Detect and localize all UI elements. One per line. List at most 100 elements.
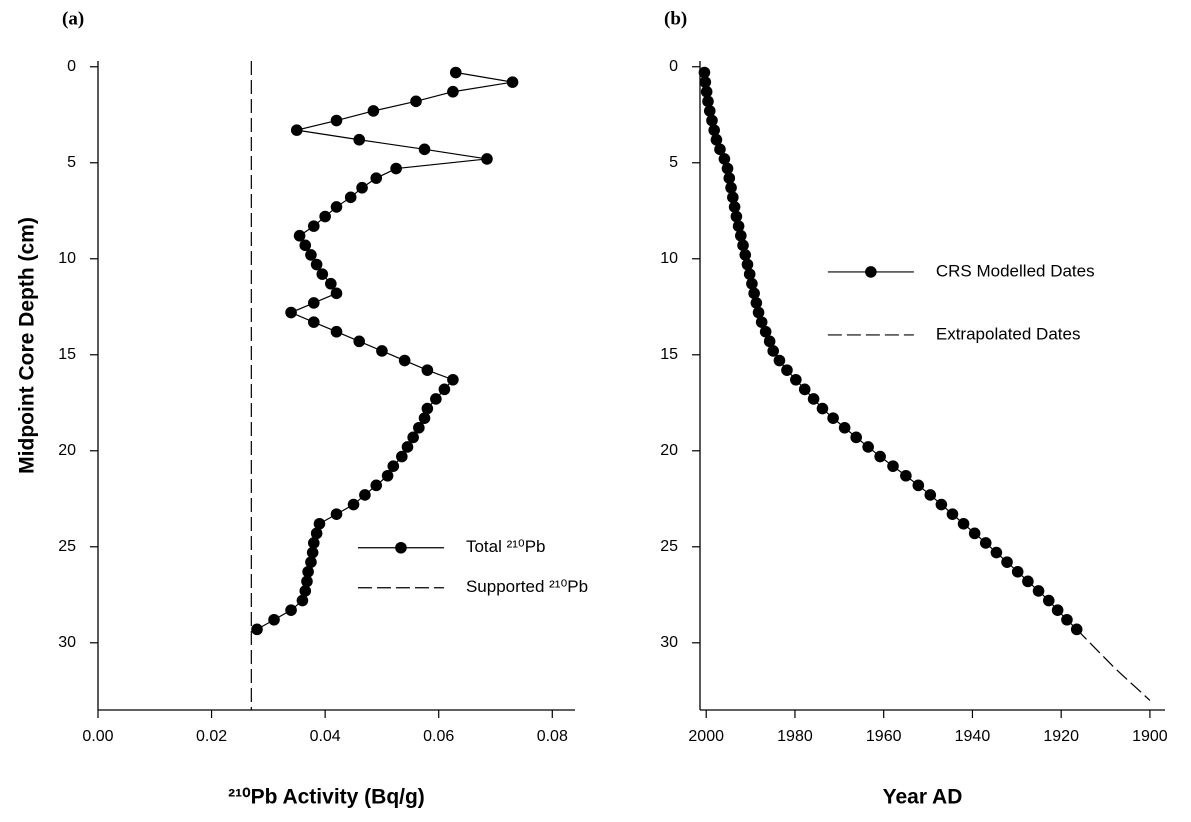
marker <box>447 85 459 98</box>
marker <box>413 421 425 434</box>
marker <box>447 373 459 386</box>
marker <box>438 383 451 396</box>
marker <box>957 517 970 530</box>
legend-label: CRS Modelled Dates <box>936 261 1095 280</box>
marker <box>285 604 297 616</box>
marker <box>721 162 734 175</box>
x-tick-label: 0.02 <box>196 728 227 745</box>
marker <box>319 210 331 223</box>
y-tick-label: 10 <box>660 250 678 267</box>
y-tick-label: 0 <box>67 58 76 75</box>
y-tick-label: 25 <box>58 538 76 555</box>
marker <box>285 306 297 319</box>
x-tick-label: 0.08 <box>537 728 568 745</box>
marker <box>743 268 756 280</box>
marker <box>398 354 411 367</box>
legend-label: Supported ²¹⁰Pb <box>466 577 588 596</box>
marker <box>268 613 280 626</box>
marker <box>1051 604 1064 616</box>
marker <box>1022 575 1034 588</box>
series-line <box>703 72 1078 630</box>
marker <box>1001 556 1013 568</box>
marker <box>506 76 519 88</box>
marker <box>421 364 434 376</box>
y-tick-label: 20 <box>660 442 678 459</box>
marker <box>344 191 357 204</box>
marker <box>728 201 741 213</box>
marker <box>418 143 431 156</box>
legend-marker <box>395 541 407 554</box>
x-tick-label: 1940 <box>955 728 991 745</box>
y-tick-label: 15 <box>660 346 678 363</box>
marker <box>296 594 309 607</box>
marker <box>302 565 314 578</box>
marker <box>710 133 723 146</box>
marker <box>741 258 754 271</box>
y-tick-label: 15 <box>58 346 76 363</box>
marker <box>850 431 862 444</box>
legend-label: Total ²¹⁰Pb <box>466 537 546 556</box>
marker <box>390 162 402 175</box>
marker <box>353 335 366 348</box>
x-tick-label: 2000 <box>688 728 724 745</box>
marker <box>732 220 745 232</box>
marker <box>316 268 329 280</box>
marker <box>347 498 360 511</box>
marker <box>990 546 1003 559</box>
x-tick-label: 1960 <box>866 728 902 745</box>
series-line <box>1076 628 1151 701</box>
x-tick-label: 0.00 <box>82 728 113 745</box>
marker <box>367 105 380 117</box>
marker <box>755 316 768 328</box>
marker <box>735 229 747 242</box>
marker <box>703 105 716 117</box>
marker <box>293 229 306 242</box>
y-tick-label: 5 <box>669 154 678 171</box>
marker <box>862 441 874 453</box>
marker <box>912 479 925 492</box>
marker <box>376 345 388 357</box>
marker <box>752 306 765 319</box>
marker <box>301 575 313 588</box>
marker <box>330 114 343 127</box>
marker <box>781 364 793 376</box>
marker <box>449 66 462 79</box>
x-axis-label: ²¹⁰Pb Activity (Bq/g) <box>228 786 425 809</box>
marker <box>307 316 320 328</box>
marker <box>330 201 343 213</box>
marker <box>807 393 820 405</box>
marker <box>410 95 422 108</box>
marker <box>702 95 714 108</box>
marker <box>1032 585 1045 597</box>
marker <box>750 297 763 309</box>
marker <box>430 393 442 405</box>
marker <box>816 402 829 415</box>
marker <box>798 383 811 396</box>
marker <box>307 220 320 232</box>
marker <box>310 527 323 540</box>
marker <box>838 421 851 434</box>
y-tick-label: 10 <box>58 250 76 267</box>
marker <box>1061 613 1073 626</box>
marker <box>421 402 434 415</box>
y-tick-label: 0 <box>669 58 678 75</box>
marker <box>313 517 326 530</box>
x-tick-label: 1980 <box>777 728 813 745</box>
marker <box>325 277 337 290</box>
y-tick-label: 20 <box>58 442 76 459</box>
marker <box>935 498 948 511</box>
marker <box>396 450 408 463</box>
marker <box>356 181 368 194</box>
marker <box>299 585 312 597</box>
x-tick-label: 0.04 <box>310 728 341 745</box>
marker <box>305 556 317 568</box>
y-tick-label: 25 <box>660 538 678 555</box>
marker <box>698 66 711 79</box>
marker <box>900 469 912 482</box>
marker <box>330 325 343 338</box>
marker <box>748 287 760 300</box>
marker <box>290 124 303 136</box>
x-axis-label: Year AD <box>883 786 963 809</box>
marker <box>746 277 758 290</box>
